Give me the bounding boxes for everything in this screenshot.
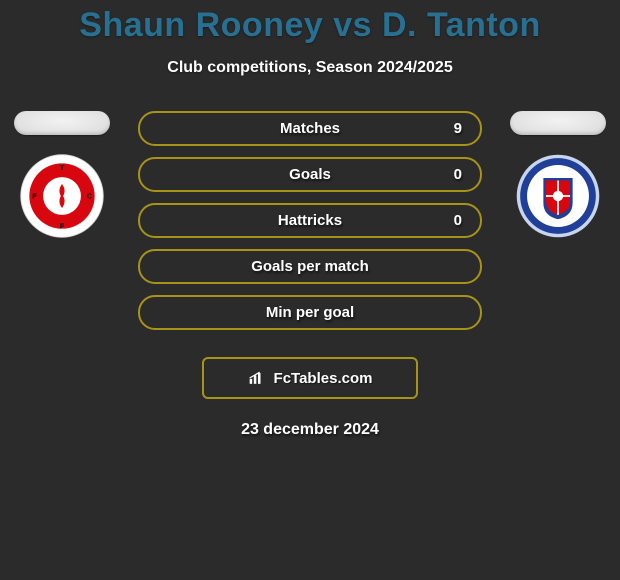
stat-row-hattricks: Hattricks 0	[138, 203, 482, 238]
svg-text:T: T	[60, 163, 65, 172]
svg-text:F: F	[32, 192, 37, 201]
svg-text:F: F	[60, 222, 65, 231]
chesterfield-badge	[508, 153, 608, 239]
stat-row-mpg: Min per goal	[138, 295, 482, 330]
stat-rows: Matches 9 Goals 0 Hattricks 0 Goals per …	[138, 111, 482, 330]
stat-row-matches: Matches 9	[138, 111, 482, 146]
date-text: 23 december 2024	[241, 421, 379, 439]
stat-label: Goals	[289, 166, 331, 183]
attribution-text: FcTables.com	[274, 370, 373, 387]
left-pill	[14, 111, 110, 135]
stat-right-value: 9	[454, 120, 462, 137]
right-pill	[510, 111, 606, 135]
chart-icon	[248, 371, 268, 385]
subtitle: Club competitions, Season 2024/2025	[167, 59, 452, 77]
stat-label: Goals per match	[251, 258, 369, 275]
attribution-box: FcTables.com	[202, 357, 418, 399]
stat-row-goals: Goals 0	[138, 157, 482, 192]
page-title: Shaun Rooney vs D. Tanton	[79, 6, 540, 45]
fleetwood-town-badge: T F C F	[12, 153, 112, 239]
stat-row-gpm: Goals per match	[138, 249, 482, 284]
stat-right-value: 0	[454, 212, 462, 229]
svg-text:C: C	[87, 192, 93, 201]
stat-right-value: 0	[454, 166, 462, 183]
stat-label: Min per goal	[266, 304, 354, 321]
left-player-col: T F C F	[12, 111, 112, 239]
stat-label: Hattricks	[278, 212, 342, 229]
right-player-col	[508, 111, 608, 239]
stat-label: Matches	[280, 120, 340, 137]
comparison-area: T F C F	[0, 111, 620, 341]
